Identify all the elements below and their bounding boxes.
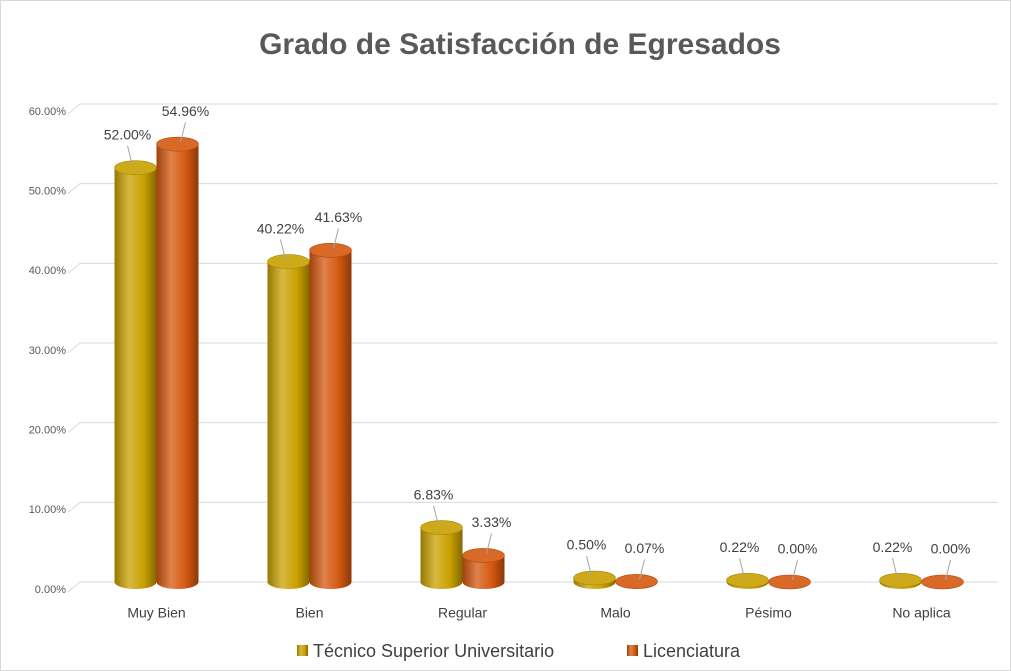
leader-line <box>639 559 645 580</box>
bar <box>267 254 310 589</box>
bar-top <box>921 574 964 590</box>
bar-top <box>420 520 463 535</box>
bar <box>114 160 157 589</box>
legend-marker <box>627 645 638 656</box>
data-label: 52.00% <box>104 126 151 142</box>
leader-line <box>739 558 745 579</box>
data-label: 40.22% <box>257 220 304 236</box>
leader-line <box>792 559 798 581</box>
grid-line <box>67 342 998 354</box>
bar-top <box>114 160 157 176</box>
data-label: 0.22% <box>720 539 760 555</box>
leader-line <box>486 533 492 554</box>
x-tick-label: Regular <box>438 605 487 621</box>
data-label: 0.07% <box>625 540 665 556</box>
chart-title: Grado de Satisfacción de Egresados <box>259 28 781 61</box>
x-tick-label: No aplica <box>892 605 951 621</box>
leader-line <box>433 505 439 526</box>
leader-line <box>333 228 339 249</box>
y-tick-label: 30.00% <box>29 345 67 357</box>
grid-line <box>67 501 998 513</box>
data-label: 6.83% <box>414 486 454 502</box>
leader-line <box>892 558 898 579</box>
bar <box>420 520 463 589</box>
data-label: 0.00% <box>778 541 818 557</box>
leader-line <box>180 122 186 143</box>
y-tick-label: 50.00% <box>29 186 67 198</box>
data-label: 3.33% <box>472 514 512 530</box>
bar <box>309 243 352 589</box>
bar-top <box>156 136 199 152</box>
bar-top <box>573 570 616 586</box>
data-label: 0.22% <box>873 539 913 555</box>
bar-top <box>267 254 310 269</box>
x-tick-label: Muy Bien <box>127 605 185 621</box>
leader-line <box>586 555 592 577</box>
grid-line <box>67 422 998 434</box>
bar-top <box>726 572 769 588</box>
y-tick-label: 40.00% <box>29 265 67 277</box>
x-tick-label: Pésimo <box>745 605 792 621</box>
legend-marker <box>297 645 308 656</box>
leader-line <box>127 145 133 166</box>
data-label: 54.96% <box>162 103 209 119</box>
y-tick-label: 0.00% <box>35 584 66 596</box>
legend-label: Técnico Superior Universitario <box>313 641 554 661</box>
bar-top <box>768 574 811 590</box>
y-tick-label: 20.00% <box>29 425 67 437</box>
y-tick-label: 60.00% <box>29 106 67 118</box>
legend-label: Licenciatura <box>643 641 741 661</box>
grid-line <box>67 183 998 195</box>
bar-top <box>615 574 658 589</box>
grid-line <box>67 103 998 115</box>
bar <box>156 137 199 589</box>
bar-top <box>879 572 922 588</box>
bar-top <box>309 243 352 258</box>
data-label: 0.00% <box>931 541 971 557</box>
data-label: 0.50% <box>567 537 607 553</box>
leader-line <box>945 559 951 581</box>
leader-line <box>280 239 286 260</box>
grid-line <box>67 581 998 593</box>
bar-top <box>462 548 505 563</box>
data-label: 41.63% <box>315 209 362 225</box>
grid-line <box>67 262 998 274</box>
x-tick-label: Bien <box>295 605 323 621</box>
x-tick-label: Malo <box>600 605 631 621</box>
y-tick-label: 10.00% <box>29 504 67 516</box>
